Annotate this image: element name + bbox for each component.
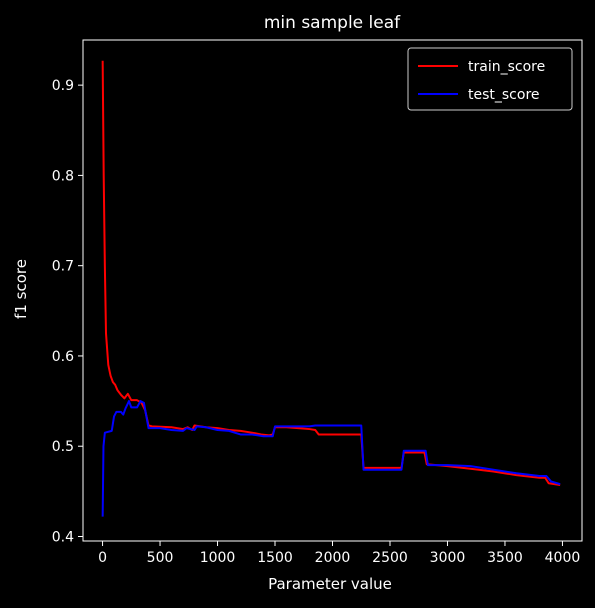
x-tick-label: 3500 <box>487 550 523 566</box>
y-tick-label: 0.6 <box>52 349 74 365</box>
x-tick-label: 2000 <box>315 550 351 566</box>
x-tick-label: 0 <box>98 550 107 566</box>
x-axis: 0 500 1000 1500 2000 2500 3000 3500 4000 <box>98 541 580 566</box>
y-tick-label: 0.8 <box>52 168 74 184</box>
legend-label-train_score: train_score <box>468 59 545 75</box>
series-line-test_score <box>101 400 561 517</box>
legend-label-test_score: test_score <box>468 87 540 103</box>
y-tick-label: 0.5 <box>52 439 74 455</box>
x-tick-label: 2500 <box>372 550 408 566</box>
x-tick-label: 3000 <box>430 550 466 566</box>
x-tick-label: 4000 <box>545 550 581 566</box>
legend: train_score test_score <box>407 47 573 111</box>
y-tick-label: 0.9 <box>52 78 74 94</box>
x-tick-label: 1500 <box>257 550 293 566</box>
x-tick-label: 1000 <box>200 550 236 566</box>
x-axis-label: Parameter value <box>268 575 392 593</box>
x-tick-label: 500 <box>147 550 174 566</box>
chart-title: min sample leaf <box>264 13 401 33</box>
y-axis: 0.4 0.5 0.6 0.7 0.8 0.9 <box>52 78 83 545</box>
y-axis-label: f1 score <box>12 259 30 319</box>
y-tick-label: 0.7 <box>52 259 74 275</box>
y-tick-label: 0.4 <box>52 529 74 545</box>
